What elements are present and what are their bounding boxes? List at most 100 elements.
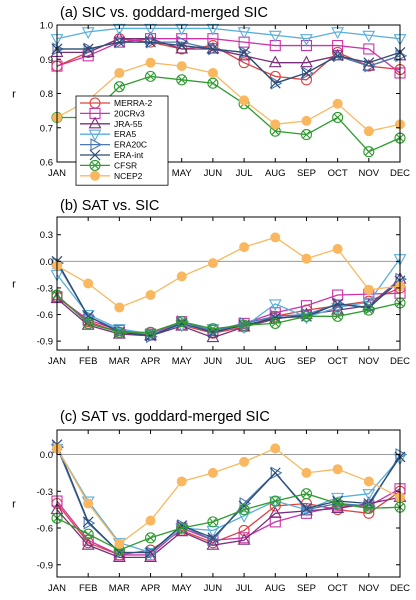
series-cfsr xyxy=(51,488,406,556)
data-point xyxy=(114,67,125,78)
data-point-cross xyxy=(84,530,93,539)
legend-entry: ERA-int xyxy=(80,149,144,161)
data-point xyxy=(206,23,220,36)
data-point xyxy=(82,528,94,540)
data-point xyxy=(113,81,125,93)
x-tick-label: APR xyxy=(141,356,161,367)
data-point-ring xyxy=(269,317,281,329)
data-point xyxy=(332,497,344,510)
data-point xyxy=(332,98,343,109)
data-point xyxy=(207,467,218,478)
data-point xyxy=(268,506,282,518)
data-point xyxy=(301,66,314,80)
data-point-cross xyxy=(209,517,217,526)
series-line xyxy=(57,38,401,67)
data-point-cross xyxy=(146,533,155,542)
series-line xyxy=(57,41,401,84)
data-point-ring xyxy=(300,129,313,141)
legend-label: CFSR xyxy=(114,160,137,170)
data-point xyxy=(269,77,281,89)
y-tick-label: 0.6 xyxy=(40,158,53,169)
data-point xyxy=(363,126,374,137)
data-point xyxy=(207,323,219,335)
x-tick-label: SEP xyxy=(297,356,316,367)
y-tick-label: 0.0 xyxy=(40,450,53,461)
data-point-ring xyxy=(176,74,188,86)
data-point xyxy=(268,299,282,312)
data-point-ring xyxy=(82,528,94,540)
data-point xyxy=(300,312,313,325)
data-point xyxy=(83,278,94,289)
series-jra-55 xyxy=(50,31,407,71)
data-point xyxy=(300,34,313,46)
x-tick-label: AUG xyxy=(265,356,286,367)
x-tick-label: AUG xyxy=(265,168,286,179)
panel-title: (b) SAT vs. SIC xyxy=(60,198,159,214)
x-tick-label: AUG xyxy=(265,583,286,594)
data-point xyxy=(176,522,188,534)
legend-entry: MERRA-2 xyxy=(80,97,153,109)
data-point-ring xyxy=(332,497,344,510)
data-point-cross xyxy=(364,306,373,314)
data-point xyxy=(269,317,281,329)
x-tick-label: JAN xyxy=(48,168,66,179)
data-point xyxy=(363,43,375,55)
data-point xyxy=(332,310,344,322)
data-point xyxy=(207,516,219,528)
legend-marker-ring xyxy=(89,159,101,171)
x-tick-label: JUL xyxy=(236,356,253,367)
data-point xyxy=(207,43,219,55)
data-point xyxy=(113,326,125,338)
data-point-cross xyxy=(271,319,280,328)
data-point xyxy=(300,488,313,500)
series-line xyxy=(56,62,401,132)
data-point-cross xyxy=(146,72,155,81)
data-point xyxy=(332,46,344,58)
data-point xyxy=(207,258,218,269)
data-point-cross xyxy=(177,75,186,84)
data-point-ring xyxy=(300,488,313,500)
data-point xyxy=(363,284,374,295)
data-point xyxy=(52,42,65,56)
data-point xyxy=(113,36,125,48)
x-tick-label: NOV xyxy=(359,356,380,367)
data-point xyxy=(238,46,250,58)
data-point xyxy=(300,55,313,68)
x-tick-label: NOV xyxy=(359,583,380,594)
data-point xyxy=(144,326,157,338)
data-point xyxy=(144,549,157,561)
data-point-cross xyxy=(333,499,342,508)
data-point xyxy=(207,77,219,89)
data-point-cross xyxy=(209,324,217,333)
data-point xyxy=(144,550,157,562)
data-point xyxy=(82,43,94,55)
data-point xyxy=(237,511,251,523)
legend-label: ERA20C xyxy=(114,140,147,150)
data-point xyxy=(82,317,94,329)
data-point-cross xyxy=(177,524,186,532)
panel-title: (c) SAT vs. goddard-merged SIC xyxy=(60,409,270,425)
data-point-ring xyxy=(269,495,281,507)
data-point-ring xyxy=(82,317,94,329)
data-point xyxy=(239,95,250,106)
data-point-ring xyxy=(144,326,157,338)
data-point xyxy=(332,464,343,475)
data-point-ring xyxy=(207,77,219,89)
series-ncep2 xyxy=(52,443,405,549)
data-point xyxy=(114,538,125,549)
x-tick-label: MAY xyxy=(172,168,193,179)
data-point xyxy=(362,30,376,43)
legend-label: NCEP2 xyxy=(114,171,143,181)
series-era-int xyxy=(51,439,406,558)
legend-label: ERA-int xyxy=(114,150,144,160)
data-point xyxy=(144,23,157,36)
data-point xyxy=(207,67,218,78)
data-point-ring xyxy=(176,316,188,328)
x-tick-label: JAN xyxy=(48,356,66,367)
x-tick-label: FEB xyxy=(79,583,97,594)
data-point xyxy=(145,36,156,48)
data-point xyxy=(239,456,250,467)
y-tick-label: 1.0 xyxy=(40,21,53,32)
series-ncep2 xyxy=(52,232,405,313)
